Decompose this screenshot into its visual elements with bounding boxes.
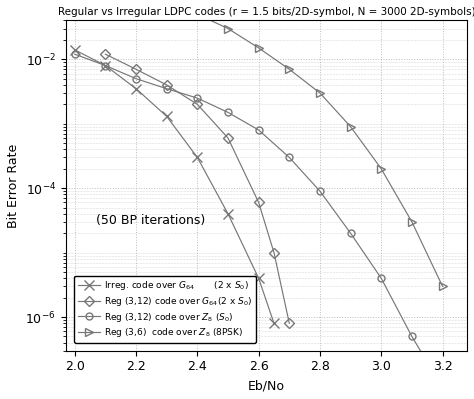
Reg (3,6)  code over $Z_8$ (8PSK) [378, 166, 384, 171]
Irreg. code over $G_{64}$       (2 x $S_0$) [72, 47, 78, 52]
Reg (3,12) code over $Z_8$ ($S_0$) [317, 189, 323, 194]
Irreg. code over $G_{64}$       (2 x $S_0$) [133, 86, 139, 91]
Irreg. code over $G_{64}$       (2 x $S_0$) [102, 63, 108, 68]
Irreg. code over $G_{64}$       (2 x $S_0$) [256, 276, 262, 280]
Irreg. code over $G_{64}$       (2 x $S_0$) [194, 155, 200, 160]
Reg (3,12) code over $G_{64}$(2 x $S_0$) [194, 102, 200, 107]
Reg (3,12) code over $G_{64}$(2 x $S_0$) [286, 321, 292, 326]
Reg (3,6)  code over $Z_8$ (8PSK) [256, 45, 262, 50]
Reg (3,12) code over $Z_8$ ($S_0$) [256, 128, 262, 132]
Reg (3,6)  code over $Z_8$ (8PSK) [317, 91, 323, 95]
Irreg. code over $G_{64}$       (2 x $S_0$) [271, 321, 277, 326]
Reg (3,6)  code over $Z_8$ (8PSK) [225, 26, 231, 31]
Irreg. code over $G_{64}$       (2 x $S_0$) [164, 114, 170, 119]
Reg (3,12) code over $Z_8$ ($S_0$) [378, 276, 384, 280]
Reg (3,6)  code over $Z_8$ (8PSK) [440, 284, 446, 289]
Reg (3,12) code over $Z_8$ ($S_0$) [348, 231, 354, 236]
Reg (3,12) code over $G_{64}$(2 x $S_0$) [102, 52, 108, 57]
Line: Reg (3,12) code over $Z_8$ ($S_0$): Reg (3,12) code over $Z_8$ ($S_0$) [71, 51, 446, 391]
X-axis label: Eb/No: Eb/No [248, 379, 285, 392]
Reg (3,12) code over $Z_8$ ($S_0$) [440, 385, 446, 390]
Y-axis label: Bit Error Rate: Bit Error Rate [7, 144, 20, 228]
Line: Irreg. code over $G_{64}$       (2 x $S_0$): Irreg. code over $G_{64}$ (2 x $S_0$) [70, 45, 279, 328]
Reg (3,12) code over $G_{64}$(2 x $S_0$) [133, 67, 139, 72]
Reg (3,12) code over $Z_8$ ($S_0$) [286, 155, 292, 160]
Reg (3,12) code over $Z_8$ ($S_0$) [409, 334, 415, 339]
Reg (3,12) code over $G_{64}$(2 x $S_0$) [256, 200, 262, 205]
Reg (3,6)  code over $Z_8$ (8PSK) [409, 219, 415, 224]
Line: Reg (3,12) code over $G_{64}$(2 x $S_0$): Reg (3,12) code over $G_{64}$(2 x $S_0$) [102, 51, 293, 327]
Reg (3,12) code over $G_{64}$(2 x $S_0$) [164, 83, 170, 87]
Reg (3,6)  code over $Z_8$ (8PSK) [194, 12, 200, 17]
Reg (3,12) code over $G_{64}$(2 x $S_0$) [271, 250, 277, 255]
Line: Reg (3,6)  code over $Z_8$ (8PSK): Reg (3,6) code over $Z_8$ (8PSK) [193, 10, 447, 290]
Reg (3,12) code over $Z_8$ ($S_0$) [194, 96, 200, 101]
Reg (3,12) code over $Z_8$ ($S_0$) [102, 63, 108, 68]
Reg (3,12) code over $Z_8$ ($S_0$) [225, 110, 231, 115]
Text: (50 BP iterations): (50 BP iterations) [96, 213, 205, 227]
Reg (3,12) code over $G_{64}$(2 x $S_0$) [225, 136, 231, 140]
Irreg. code over $G_{64}$       (2 x $S_0$) [225, 211, 231, 216]
Reg (3,6)  code over $Z_8$ (8PSK) [348, 124, 354, 129]
Reg (3,12) code over $Z_8$ ($S_0$) [72, 52, 78, 57]
Reg (3,12) code over $Z_8$ ($S_0$) [133, 76, 139, 81]
Legend: Irreg. code over $G_{64}$       (2 x $S_0$), Reg (3,12) code over $G_{64}$(2 x $: Irreg. code over $G_{64}$ (2 x $S_0$), R… [74, 276, 255, 343]
Reg (3,12) code over $Z_8$ ($S_0$) [164, 86, 170, 91]
Reg (3,6)  code over $Z_8$ (8PSK) [286, 67, 292, 72]
Title: Regular vs Irregular LDPC codes (r = 1.5 bits/2D-symbol, N = 3000 2D-symbols): Regular vs Irregular LDPC codes (r = 1.5… [57, 7, 474, 17]
